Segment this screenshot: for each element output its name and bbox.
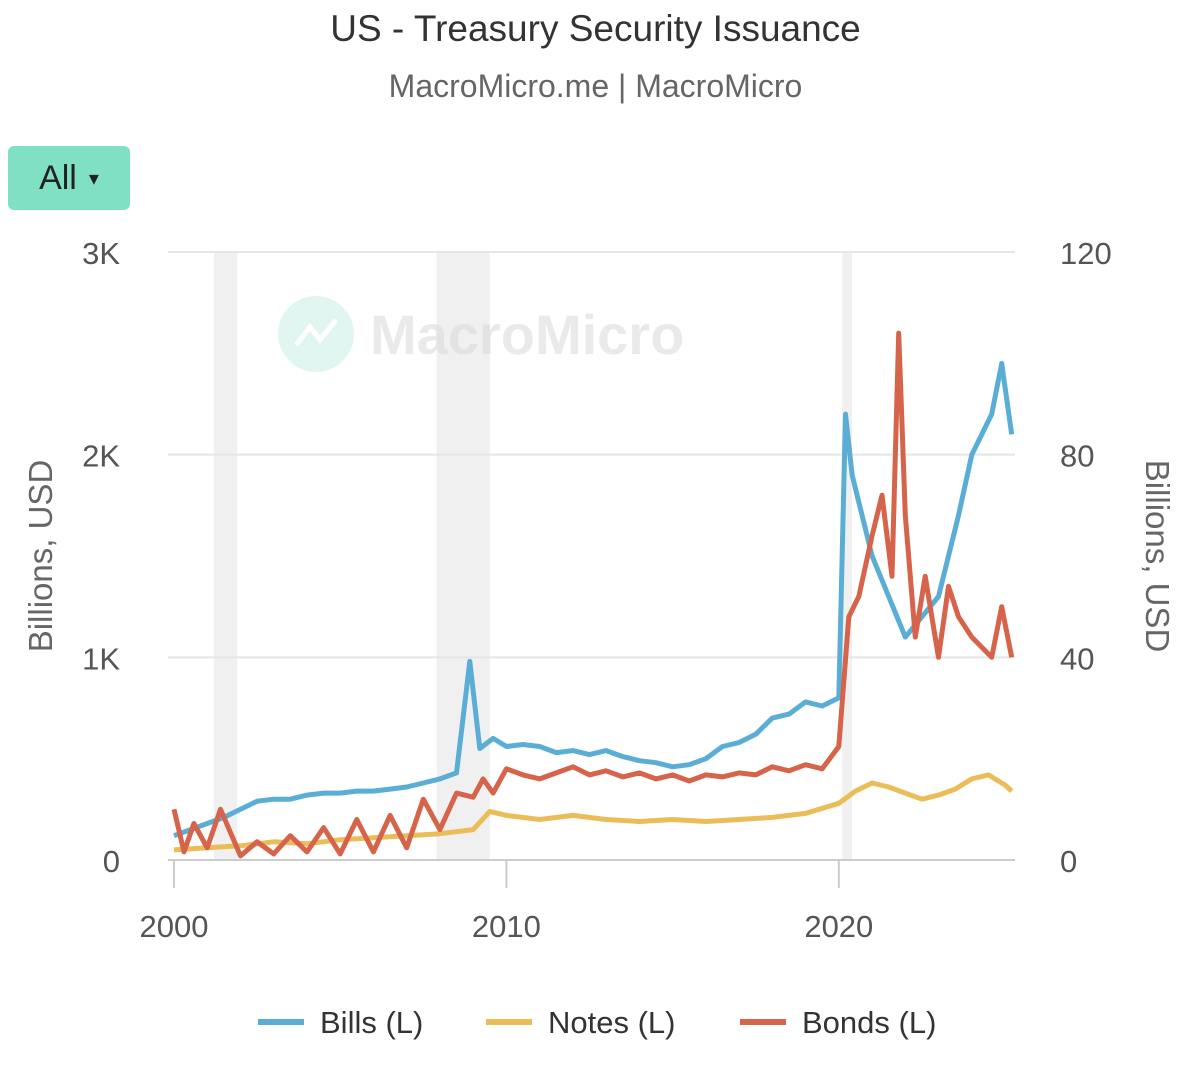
legend-label: Bills (L) [320, 1005, 423, 1040]
legend-item-bills[interactable]: Bills (L) [258, 1005, 423, 1040]
recession-band-2 [842, 252, 853, 860]
legend-item-notes[interactable]: Notes (L) [486, 1005, 675, 1040]
y-right-tick-label: 80 [1060, 439, 1094, 474]
y-right-tick-label: 120 [1060, 236, 1112, 271]
series-line-bonds [171, 330, 1015, 859]
y-left-tick-label: 3K [82, 236, 120, 271]
series-line-notes [173, 772, 1014, 853]
y-right-axis-title: Billions, USD [1139, 460, 1176, 653]
y-left-tick-label: 2K [82, 439, 120, 474]
x-tick-label: 2000 [140, 909, 209, 944]
y-left-tick-label: 0 [103, 844, 120, 879]
chart-title: US - Treasury Security Issuance [330, 8, 861, 49]
range-selector-button[interactable]: All ▾ [8, 146, 130, 210]
x-tick-label: 2010 [472, 909, 541, 944]
watermark: MacroMicro [278, 296, 684, 372]
recession-band-0 [213, 252, 238, 860]
x-tick-label: 2020 [804, 909, 873, 944]
legend-label: Notes (L) [548, 1005, 675, 1040]
y-right-tick-label: 0 [1060, 844, 1077, 879]
watermark-text: MacroMicro [370, 303, 684, 366]
range-selector-label: All [39, 158, 77, 197]
series-line-bills [173, 361, 1015, 839]
recession-band-1 [436, 252, 490, 860]
y-left-tick-label: 1K [82, 641, 120, 676]
y-right-tick-label: 40 [1060, 641, 1094, 676]
legend-item-bonds[interactable]: Bonds (L) [740, 1005, 936, 1040]
chart-subtitle: MacroMicro.me | MacroMicro [388, 68, 803, 104]
chevron-down-icon: ▾ [88, 167, 99, 190]
y-left-axis-title: Billions, USD [22, 460, 59, 653]
legend-label: Bonds (L) [802, 1005, 936, 1040]
